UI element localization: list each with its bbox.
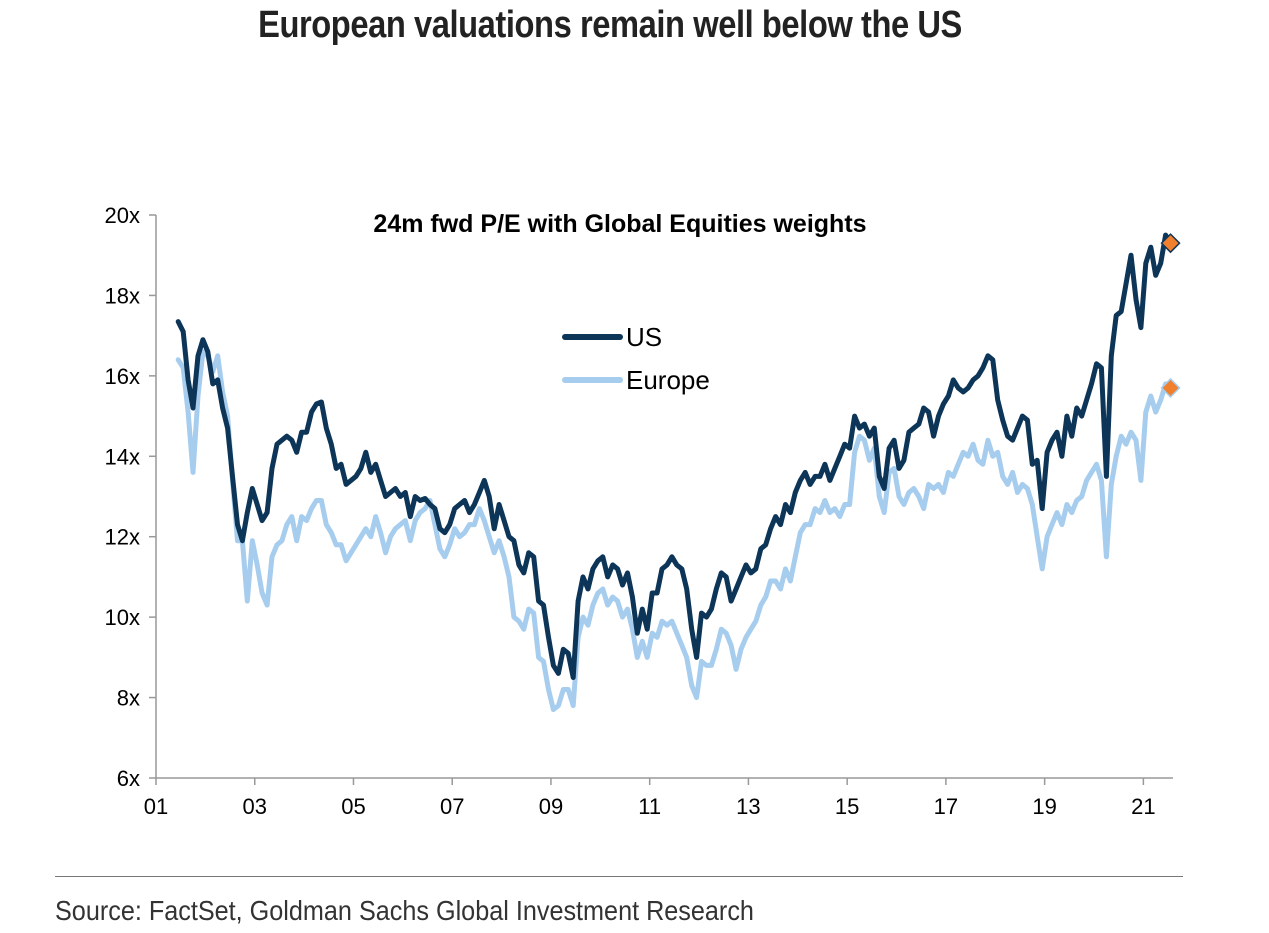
y-tick-label: 8x bbox=[117, 686, 140, 711]
x-tick-label: 21 bbox=[1131, 794, 1155, 819]
series-marker-us bbox=[1160, 233, 1181, 254]
x-tick-label: 13 bbox=[736, 794, 760, 819]
y-tick-label: 14x bbox=[105, 444, 140, 469]
x-tick-label: 05 bbox=[341, 794, 365, 819]
x-tick-label: 09 bbox=[539, 794, 563, 819]
x-tick-label: 17 bbox=[934, 794, 958, 819]
page-title: European valuations remain well below th… bbox=[258, 4, 962, 46]
chart-title: 24m fwd P/E with Global Equities weights bbox=[373, 210, 866, 238]
chart-axes: 6x 8x 10x 12x 14x 16x 18x 20x 01 03 05 07 09 11 13 15 17… bbox=[105, 203, 1173, 819]
y-tick-label: 16x bbox=[105, 364, 140, 389]
legend-label: Europe bbox=[626, 365, 710, 395]
series-line-europe bbox=[175, 349, 1173, 713]
y-tick-label: 10x bbox=[105, 605, 140, 630]
source-note: Source: FactSet, Goldman Sachs Global In… bbox=[55, 895, 754, 926]
y-tick-label: 20x bbox=[105, 203, 140, 228]
chart-legend: US Europe bbox=[562, 322, 710, 395]
series-line-us bbox=[175, 232, 1173, 680]
x-tick-label: 15 bbox=[835, 794, 859, 819]
x-tick-label: 11 bbox=[638, 794, 661, 819]
y-tick-label: 18x bbox=[105, 283, 140, 308]
y-tick-label: 6x bbox=[117, 766, 140, 791]
x-tick-label: 03 bbox=[242, 794, 266, 819]
footer-divider bbox=[55, 876, 1183, 877]
x-tick-label: 07 bbox=[440, 794, 464, 819]
series-layer bbox=[175, 232, 1181, 713]
x-tick-label: 19 bbox=[1032, 794, 1056, 819]
legend-label: US bbox=[626, 322, 662, 352]
x-tick-label: 01 bbox=[144, 794, 168, 819]
series-marker-europe bbox=[1160, 377, 1181, 398]
y-tick-label: 12x bbox=[105, 525, 140, 550]
